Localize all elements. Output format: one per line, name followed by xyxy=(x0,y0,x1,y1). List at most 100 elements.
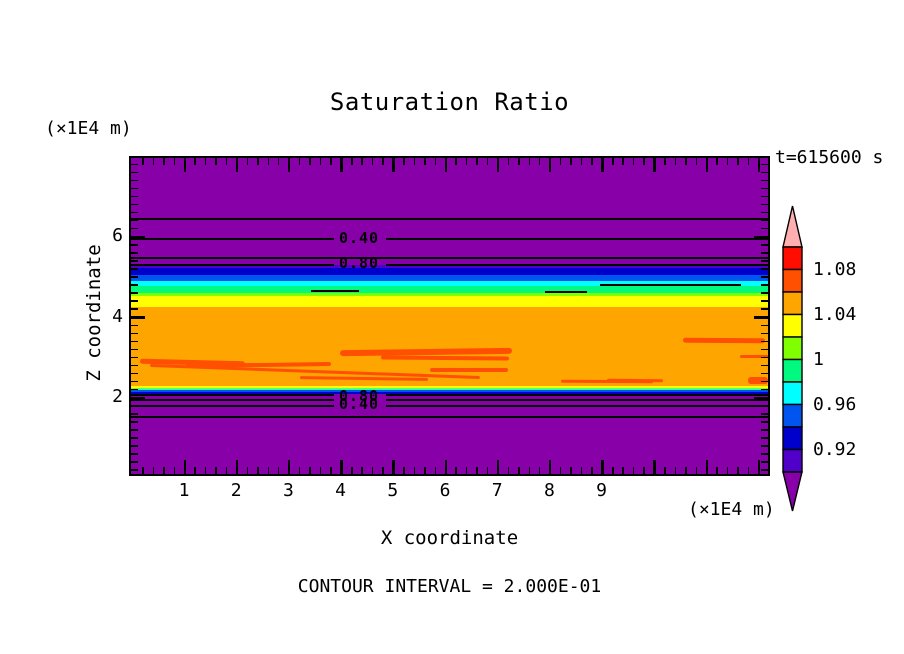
z-minor-tick xyxy=(761,203,768,206)
high-saturation-streak xyxy=(560,379,654,384)
z-minor-tick xyxy=(761,227,768,230)
x-minor-tick xyxy=(570,158,572,165)
x-minor-tick xyxy=(726,467,729,474)
x-minor-tick xyxy=(215,467,217,474)
z-major-tick xyxy=(131,396,145,399)
z-minor-tick xyxy=(131,292,138,294)
x-minor-tick xyxy=(434,467,437,474)
x-major-tick xyxy=(235,460,239,474)
x-major-tick xyxy=(548,460,552,474)
colorbar-segment xyxy=(782,403,803,428)
contour-label: 0.80 xyxy=(338,387,380,405)
z-minor-tick xyxy=(131,380,138,383)
z-minor-tick xyxy=(131,332,138,335)
z-minor-tick xyxy=(761,187,768,190)
x-minor-tick xyxy=(747,467,750,474)
z-minor-tick xyxy=(131,324,138,327)
z-minor-tick xyxy=(761,380,768,383)
z-tick-label: 4 xyxy=(112,305,123,327)
x-minor-tick xyxy=(382,158,384,165)
x-major-tick xyxy=(287,460,291,474)
contour-line xyxy=(311,290,359,292)
fill-band xyxy=(131,389,768,390)
x-minor-tick xyxy=(591,467,593,474)
z-minor-tick xyxy=(761,292,768,294)
contour-line xyxy=(131,405,334,407)
x-major-tick xyxy=(757,158,761,172)
x-minor-tick xyxy=(465,467,468,474)
z-minor-tick xyxy=(131,195,138,198)
colorbar-tick-label: 1.04 xyxy=(813,303,857,325)
fill-band xyxy=(131,286,768,293)
z-minor-tick xyxy=(131,388,138,391)
z-major-tick xyxy=(754,235,768,238)
x-minor-tick xyxy=(194,158,196,165)
z-minor-tick xyxy=(761,469,768,471)
x-major-tick xyxy=(496,158,500,172)
z-minor-tick xyxy=(131,405,138,407)
x-minor-tick xyxy=(152,158,155,165)
x-major-tick xyxy=(496,460,500,474)
x-tick-label: 3 xyxy=(282,480,294,501)
x-minor-tick xyxy=(455,158,457,165)
x-minor-tick xyxy=(570,467,572,474)
z-minor-tick xyxy=(131,227,138,230)
x-tick-label: 5 xyxy=(387,480,399,501)
z-minor-tick xyxy=(761,179,768,182)
x-minor-tick xyxy=(204,158,207,165)
colorbar-segment xyxy=(782,336,803,361)
x-minor-tick xyxy=(674,467,677,474)
x-minor-tick xyxy=(518,467,520,474)
x-minor-tick xyxy=(716,158,718,165)
x-minor-tick xyxy=(142,467,144,474)
z-minor-tick xyxy=(761,453,768,455)
x-tick-label: 7 xyxy=(491,480,503,501)
z-minor-tick xyxy=(131,163,138,166)
x-minor-tick xyxy=(612,467,614,474)
x-minor-tick xyxy=(716,467,718,474)
colorbar-segment xyxy=(782,268,803,293)
z-minor-tick xyxy=(131,356,138,359)
x-minor-tick xyxy=(413,467,416,474)
x-minor-tick xyxy=(528,158,531,165)
z-minor-tick xyxy=(131,211,138,214)
x-tick-label: 2 xyxy=(230,480,242,501)
x-minor-tick xyxy=(455,467,457,474)
z-major-tick xyxy=(131,235,145,238)
x-minor-tick xyxy=(737,467,739,474)
contour-label: 0.40 xyxy=(338,395,380,413)
z-minor-tick xyxy=(131,340,138,343)
contour-line xyxy=(131,257,768,259)
x-minor-tick xyxy=(612,158,614,165)
z-major-tick xyxy=(754,316,768,319)
colorbar-segment xyxy=(782,313,803,338)
colorbar-segment xyxy=(782,358,803,383)
z-minor-tick xyxy=(131,179,138,182)
x-minor-tick xyxy=(382,467,384,474)
x-minor-tick xyxy=(695,158,698,165)
x-tick-label: 8 xyxy=(543,480,555,501)
x-minor-tick xyxy=(559,158,562,165)
colorbar-segment xyxy=(782,291,803,316)
x-minor-tick xyxy=(664,467,666,474)
z-minor-tick xyxy=(761,364,768,367)
x-minor-tick xyxy=(330,467,332,474)
fill-band xyxy=(131,275,768,281)
contour-line xyxy=(386,394,768,396)
x-minor-tick xyxy=(152,467,155,474)
x-minor-tick xyxy=(403,158,405,165)
colorbar xyxy=(782,205,803,512)
contour-line xyxy=(131,218,768,220)
z-minor-tick xyxy=(761,195,768,198)
z-minor-tick xyxy=(761,284,768,286)
fill-band xyxy=(131,293,768,296)
x-minor-tick xyxy=(163,467,165,474)
fill-band xyxy=(131,390,768,392)
plot-area: 0.40 0.80 0.80 0.40 xyxy=(129,156,770,476)
x-major-tick xyxy=(183,158,186,172)
z-major-tick xyxy=(131,316,145,319)
x-minor-tick xyxy=(142,158,144,165)
x-minor-tick xyxy=(726,158,729,165)
x-minor-tick xyxy=(361,467,363,474)
x-minor-tick xyxy=(486,158,489,165)
